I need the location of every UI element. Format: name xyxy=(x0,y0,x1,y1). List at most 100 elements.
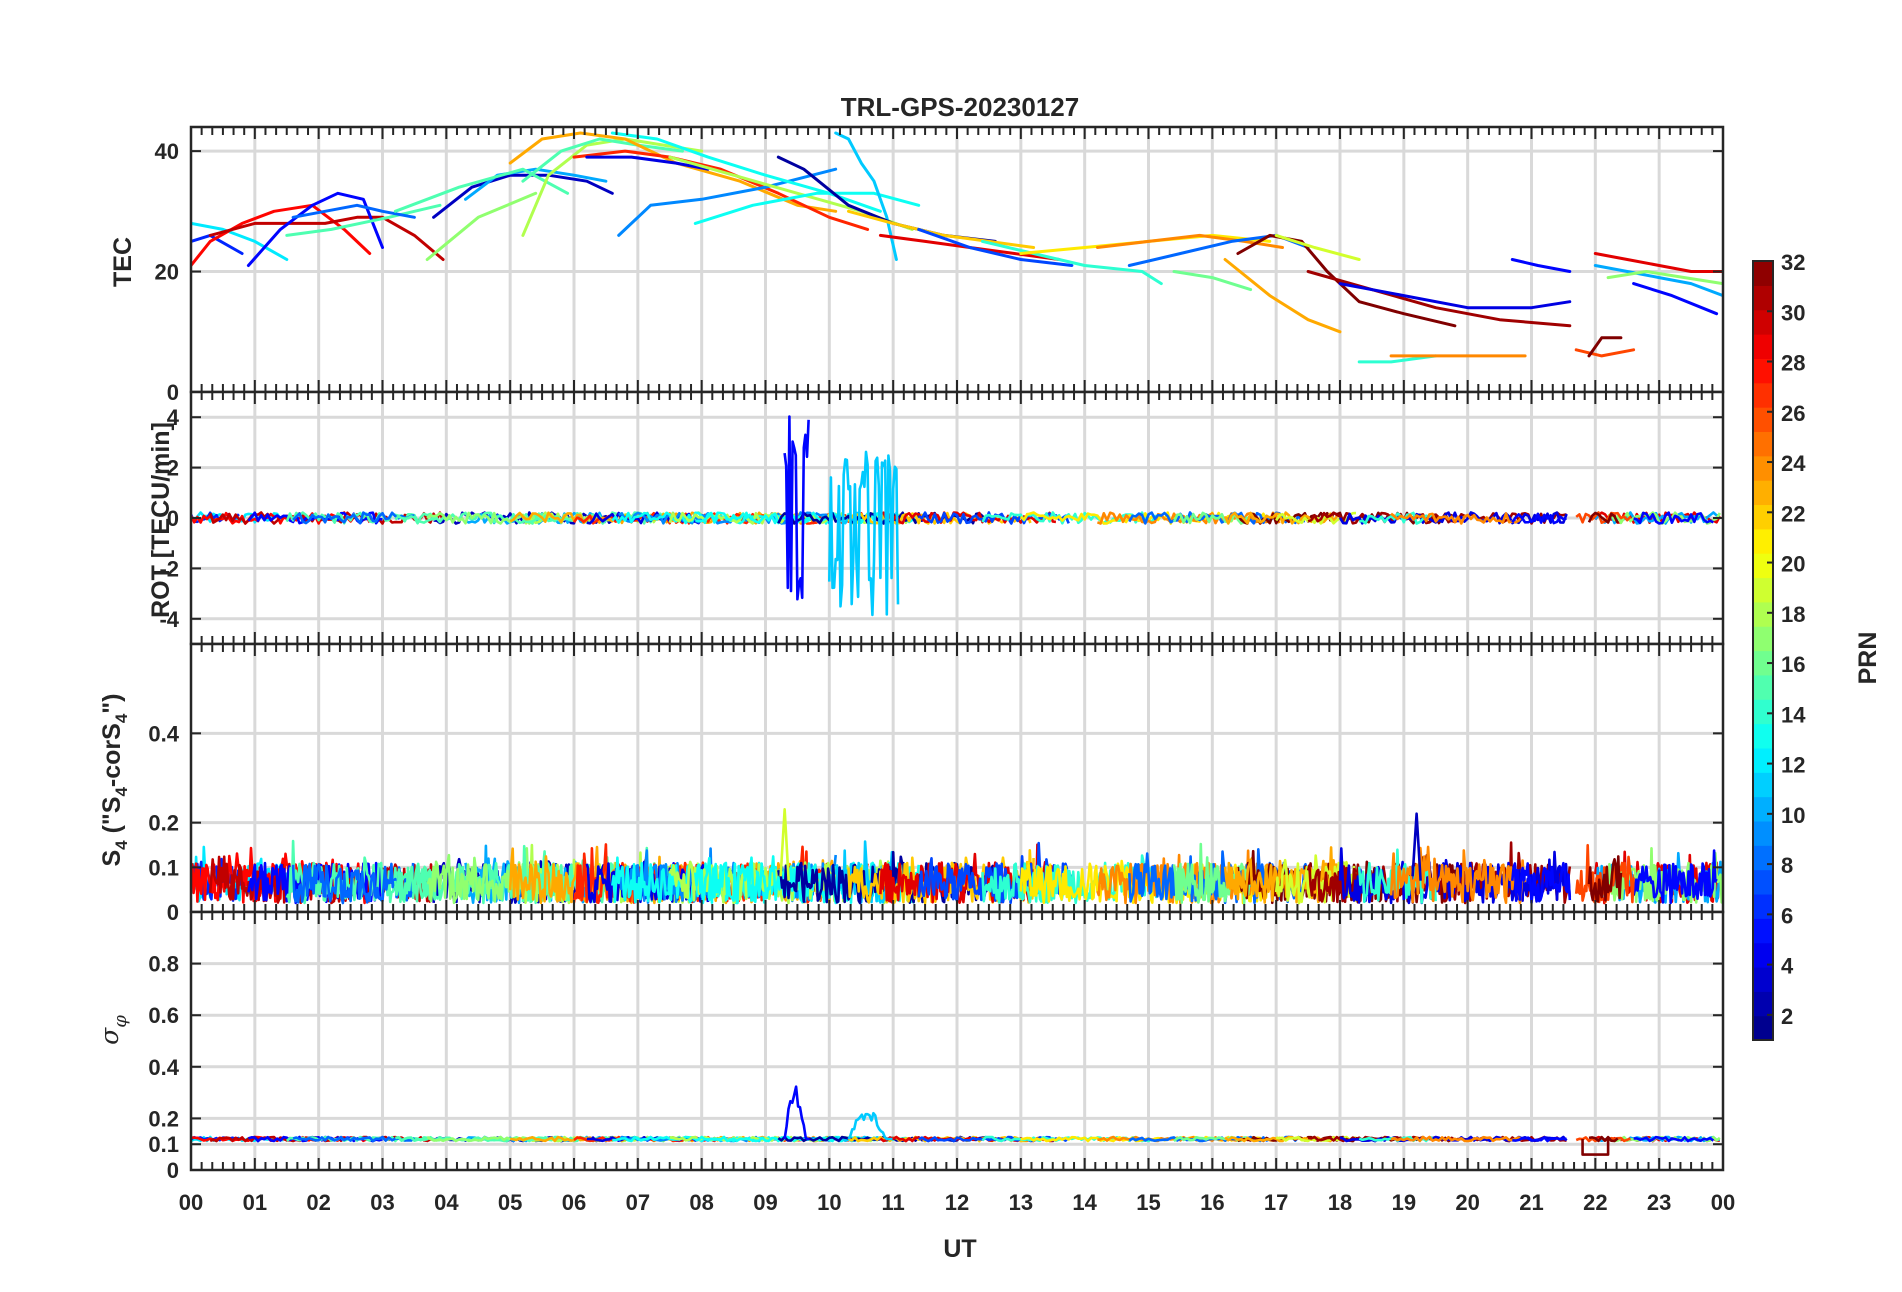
data-layer xyxy=(191,1085,1721,1156)
x-tick-label: 05 xyxy=(498,1190,522,1215)
tec-series-prn-11 xyxy=(834,131,898,261)
colorbar-label: PRN xyxy=(1854,632,1882,685)
tec-series-prn-15 xyxy=(285,203,442,237)
colorbar-band xyxy=(1753,1015,1773,1041)
colorbar-band xyxy=(1753,407,1773,433)
x-tick-label: 07 xyxy=(626,1190,650,1215)
rot-series-prn-12 xyxy=(191,511,284,524)
x-tick-label: 15 xyxy=(1136,1190,1160,1215)
tec-series-prn-27 xyxy=(572,149,870,231)
tec-series-prn-4 xyxy=(1338,282,1572,310)
rot-spike-prn-5 xyxy=(783,415,810,601)
colorbar-band xyxy=(1753,309,1773,335)
colorbar-band xyxy=(1753,893,1773,919)
rot-series-prn-4 xyxy=(1338,511,1568,525)
colorbar-tick-label: 8 xyxy=(1781,853,1793,878)
colorbar-tick-label: 26 xyxy=(1781,401,1805,426)
x-tick-label: 08 xyxy=(689,1190,713,1215)
s4-axis-label-text: S4 ("S4-corS4") xyxy=(98,694,131,867)
tec-series-prn-5 xyxy=(1632,282,1719,316)
rot-series-prn-8 xyxy=(292,511,415,525)
x-tick-label: 06 xyxy=(562,1190,586,1215)
data-layer xyxy=(191,415,1721,617)
tec-series-prn-23 xyxy=(1223,258,1342,334)
colorbar-band xyxy=(1753,334,1773,359)
tec-series-prn-10 xyxy=(1593,264,1723,298)
x-tick-label: 00 xyxy=(179,1190,203,1215)
colorbar-tick-label: 4 xyxy=(1781,954,1794,979)
tec-series-prn-31 xyxy=(1306,270,1572,328)
y-tick-label: 0.2 xyxy=(148,1106,179,1131)
colorbar-band xyxy=(1753,869,1773,895)
sigma-series-prn-32 xyxy=(1588,1135,1619,1143)
rot-series-prn-24 xyxy=(1390,512,1523,525)
tec-series-prn-14 xyxy=(1357,354,1438,364)
colorbar-band xyxy=(1753,966,1773,992)
sigma-peak-prn-11 xyxy=(847,1111,893,1141)
colorbar-band xyxy=(1753,528,1773,554)
colorbar-band xyxy=(1753,553,1773,579)
y-tick-label: -4 xyxy=(159,607,179,632)
colorbar-tick-label: 32 xyxy=(1781,250,1805,275)
tec-axis-label: TEC xyxy=(109,237,137,287)
colorbar-band xyxy=(1753,674,1773,700)
colorbar-band xyxy=(1753,991,1773,1017)
tec-series-prn-32 xyxy=(1236,233,1457,328)
colorbar-band xyxy=(1753,358,1773,384)
rot-series-prn-17 xyxy=(426,511,537,525)
s4-series-prn-24 xyxy=(1389,845,1527,905)
tec-series-prn-17 xyxy=(425,191,538,261)
x-tick-label: 01 xyxy=(243,1190,267,1215)
rot-series-prn-5 xyxy=(1633,511,1714,525)
x-tick-label: 11 xyxy=(882,1190,905,1215)
x-tick-label: 00 xyxy=(1711,1190,1735,1215)
s4-peak xyxy=(1411,812,1422,881)
tec-series-prn-28 xyxy=(191,203,372,267)
y-tick-label: 0.4 xyxy=(148,1055,179,1080)
y-tick-label: 0 xyxy=(167,900,179,925)
tec-series-prn-19 xyxy=(1274,233,1361,261)
x-tick-label: 16 xyxy=(1200,1190,1224,1215)
colorbar-band xyxy=(1753,455,1773,481)
tec-series-prn-14 xyxy=(981,239,1163,286)
sigma-peak-prn-5 xyxy=(783,1085,810,1141)
y-tick-label: 0.8 xyxy=(148,952,179,977)
rot-series-prn-5 xyxy=(1511,512,1567,525)
colorbar-band xyxy=(1753,504,1773,530)
colorbar-band xyxy=(1753,261,1773,286)
s4-series-prn-5 xyxy=(1632,849,1718,905)
colorbar-band xyxy=(1753,431,1773,457)
x-tick-label: 14 xyxy=(1072,1190,1097,1215)
tec-series-prn-8 xyxy=(291,203,416,219)
s4-series-prn-5 xyxy=(1511,861,1572,905)
tec-series-prn-17 xyxy=(1606,270,1723,286)
tec-series-prn-10 xyxy=(464,167,608,201)
x-tick-label: 04 xyxy=(434,1190,459,1215)
s4-peak xyxy=(779,807,790,881)
tec-series-prn-5 xyxy=(1510,258,1572,273)
tec-series-prn-13 xyxy=(693,191,921,225)
tec-series-prn-16 xyxy=(1172,270,1253,292)
colorbar-band xyxy=(1753,820,1773,846)
tec-series-prn-29 xyxy=(1593,252,1723,273)
colorbar-band xyxy=(1753,747,1773,773)
colorbar-tick-label: 2 xyxy=(1781,1004,1793,1029)
data-layer xyxy=(191,131,1723,364)
tec-series-prn-12 xyxy=(191,221,289,261)
figure-title: TRL-GPS-20230127 xyxy=(841,92,1079,122)
data-layer xyxy=(191,807,1723,905)
x-tick-labels: 00 01 02 03 04 05 06 07 08 09 10 11 12 13 14 15 16 17 18 19… xyxy=(179,1190,1735,1215)
y-tick-label: 40 xyxy=(155,139,179,164)
sigma-axis-label-text: σφ xyxy=(95,1015,131,1045)
colorbar-tick-label: 14 xyxy=(1781,702,1806,727)
panel-s4: 0 0.1 0.2 0.4 xyxy=(148,642,1725,925)
tec-series-prn-22 xyxy=(847,209,1036,249)
colorbar-band xyxy=(1753,480,1773,506)
y-tick-label: 0.1 xyxy=(148,1132,179,1157)
colorbar-band xyxy=(1753,601,1773,627)
colorbar-band xyxy=(1753,918,1773,944)
y-tick-label: -2 xyxy=(159,556,179,581)
sigma-series-prn-8 xyxy=(292,1135,416,1143)
